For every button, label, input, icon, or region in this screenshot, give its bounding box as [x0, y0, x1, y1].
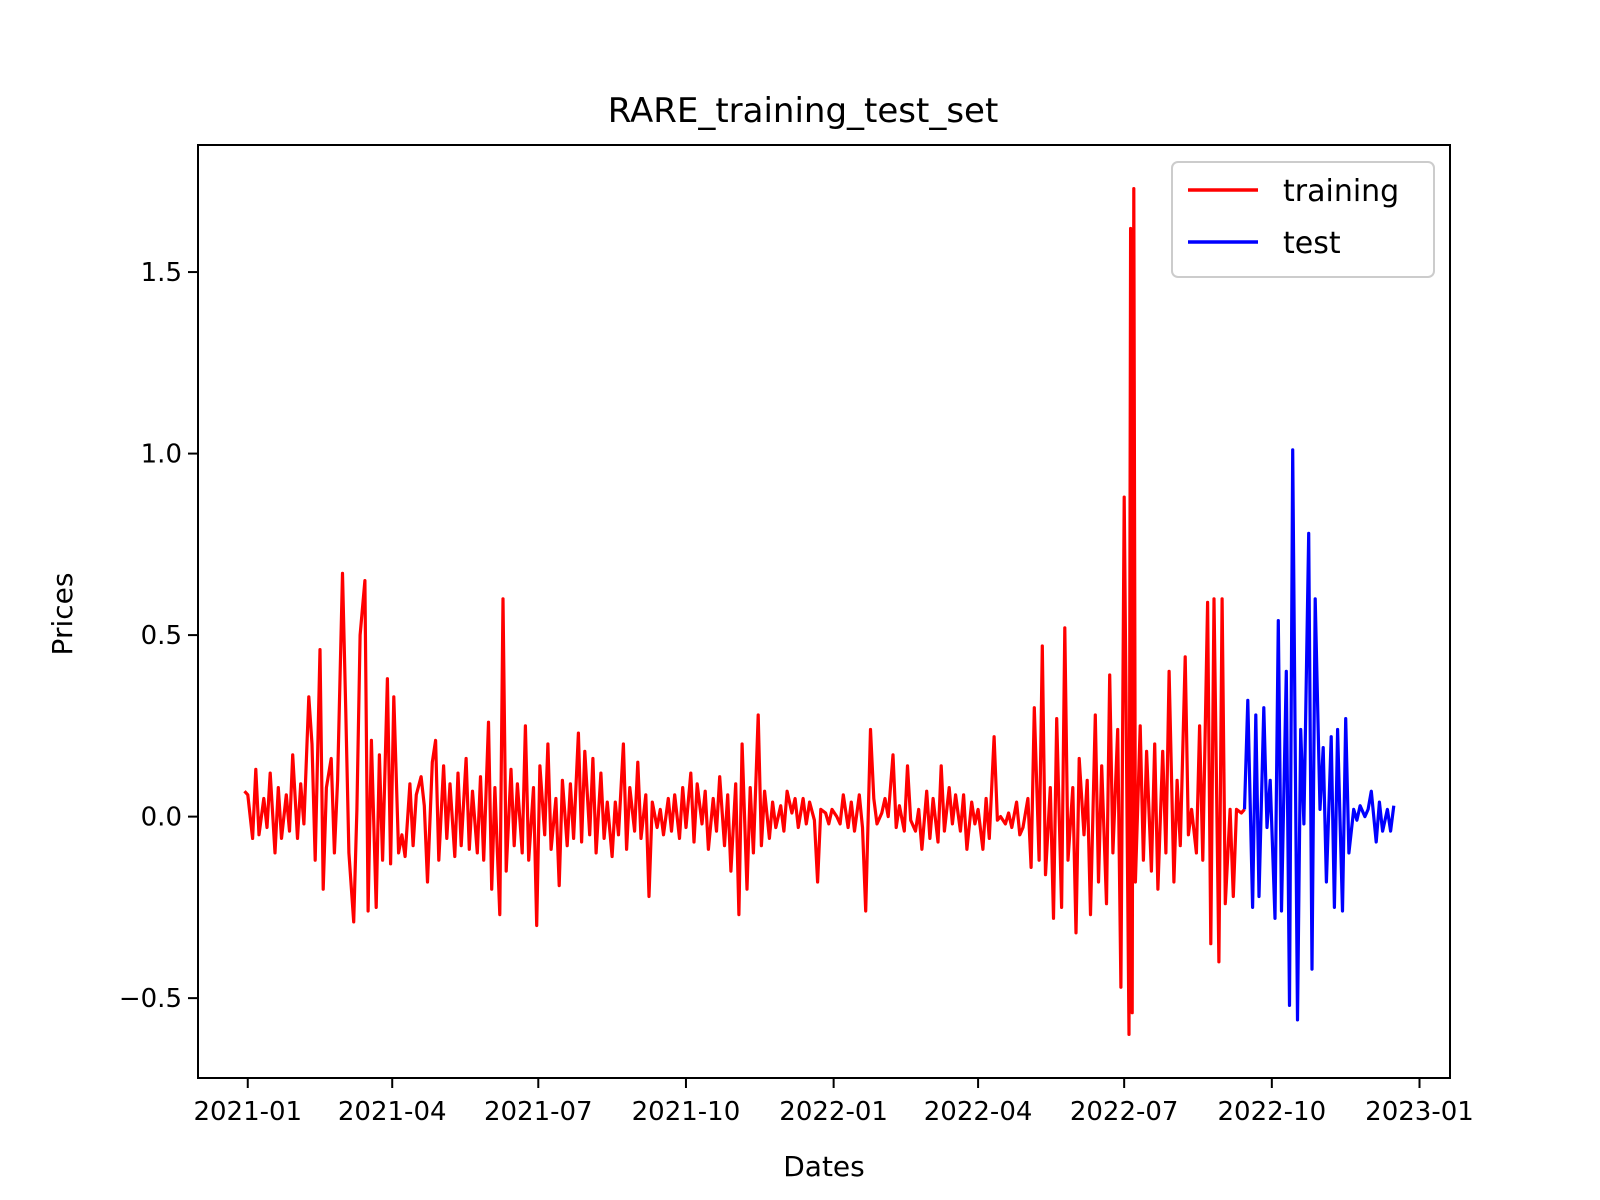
x-tick-label: 2021-01 [193, 1097, 302, 1127]
x-tick-label: 2022-01 [779, 1097, 888, 1127]
y-tick-label: 1.0 [141, 440, 182, 470]
y-tick-label: 0.0 [141, 803, 182, 833]
plot-frame [197, 144, 1451, 1079]
x-axis: 2021-01 2021-04 2021-07 2021-10 2022-01 2022-… [193, 1078, 1474, 1127]
x-tick-label: 2023-01 [1365, 1097, 1474, 1127]
legend-label-test: test [1283, 226, 1341, 261]
x-tick-label: 2021-04 [338, 1097, 447, 1127]
series-line-training [243, 187, 1246, 1036]
y-tick-label: 1.5 [141, 258, 182, 288]
chart-title: RARE_training_test_set [608, 91, 999, 131]
legend-label-training: training [1283, 174, 1399, 209]
x-tick-label: 2021-10 [632, 1097, 741, 1127]
x-tick-label: 2022-10 [1218, 1097, 1327, 1127]
y-tick-label: −0.5 [119, 984, 182, 1014]
x-tick-label: 2022-07 [1070, 1097, 1179, 1127]
series-lines [243, 187, 1396, 1036]
y-axis: −0.5 0.0 0.5 1.0 1.5 [119, 258, 198, 1014]
legend: training test [1171, 161, 1435, 278]
y-axis-label: Prices [46, 573, 79, 656]
series-line-test [1242, 448, 1396, 1022]
x-axis-label: Dates [783, 1150, 865, 1183]
x-tick-label: 2022-04 [924, 1097, 1033, 1127]
y-tick-label: 0.5 [141, 621, 182, 651]
x-tick-label: 2021-07 [484, 1097, 593, 1127]
